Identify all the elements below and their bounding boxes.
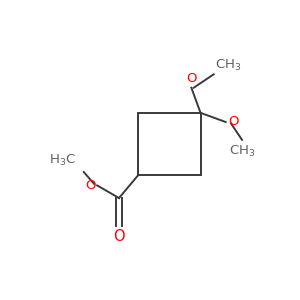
Text: O: O <box>85 179 96 192</box>
Text: O: O <box>113 229 125 244</box>
Text: O: O <box>186 72 196 85</box>
Text: H$_3$C: H$_3$C <box>50 153 76 168</box>
Text: O: O <box>228 116 238 128</box>
Text: CH$_3$: CH$_3$ <box>215 58 242 73</box>
Text: CH$_3$: CH$_3$ <box>229 144 255 159</box>
